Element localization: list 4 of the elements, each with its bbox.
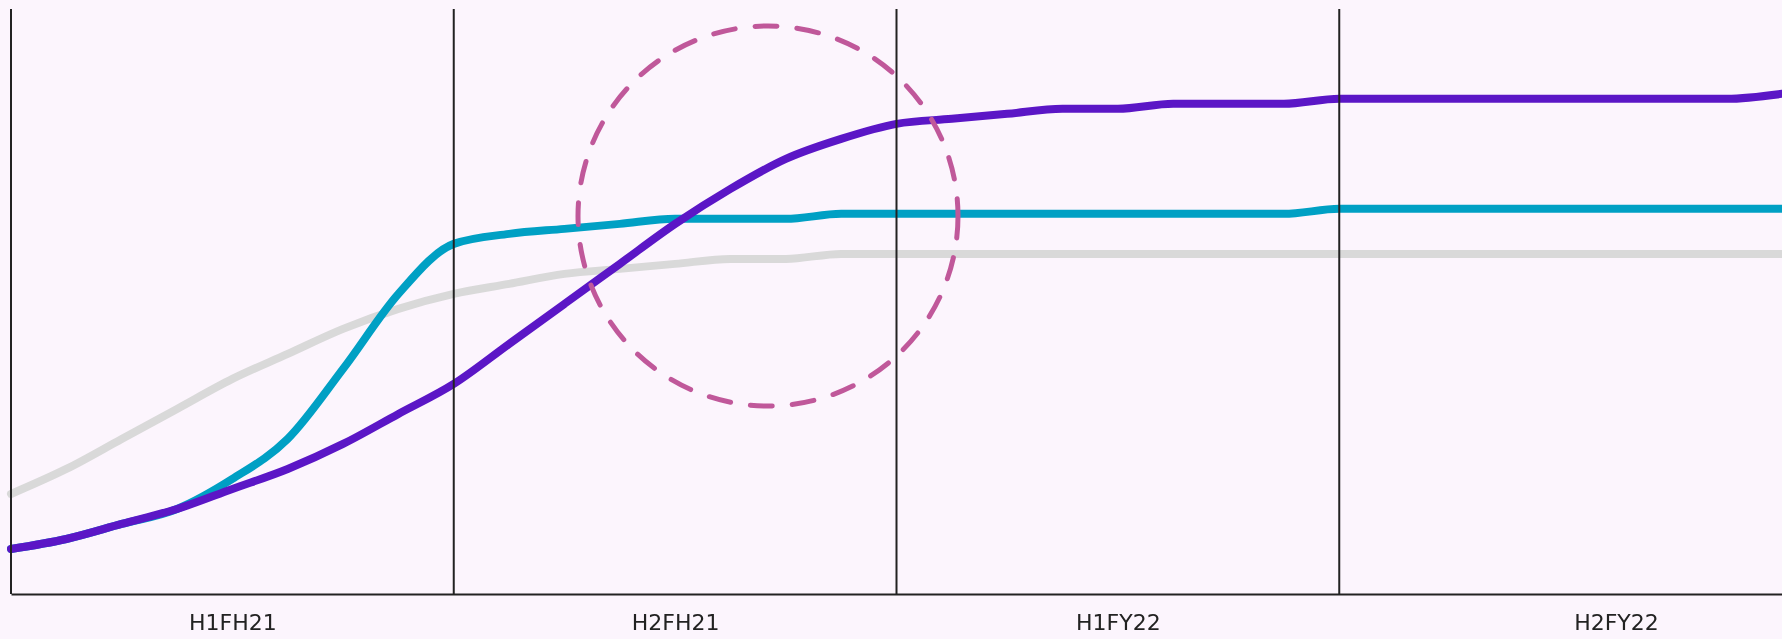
x-tick-label: H1FY22 bbox=[1076, 609, 1161, 635]
x-tick-label: H2FY22 bbox=[1574, 609, 1659, 635]
x-tick-label: H2FH21 bbox=[631, 609, 720, 635]
x-tick-label: H1FH21 bbox=[189, 609, 277, 635]
